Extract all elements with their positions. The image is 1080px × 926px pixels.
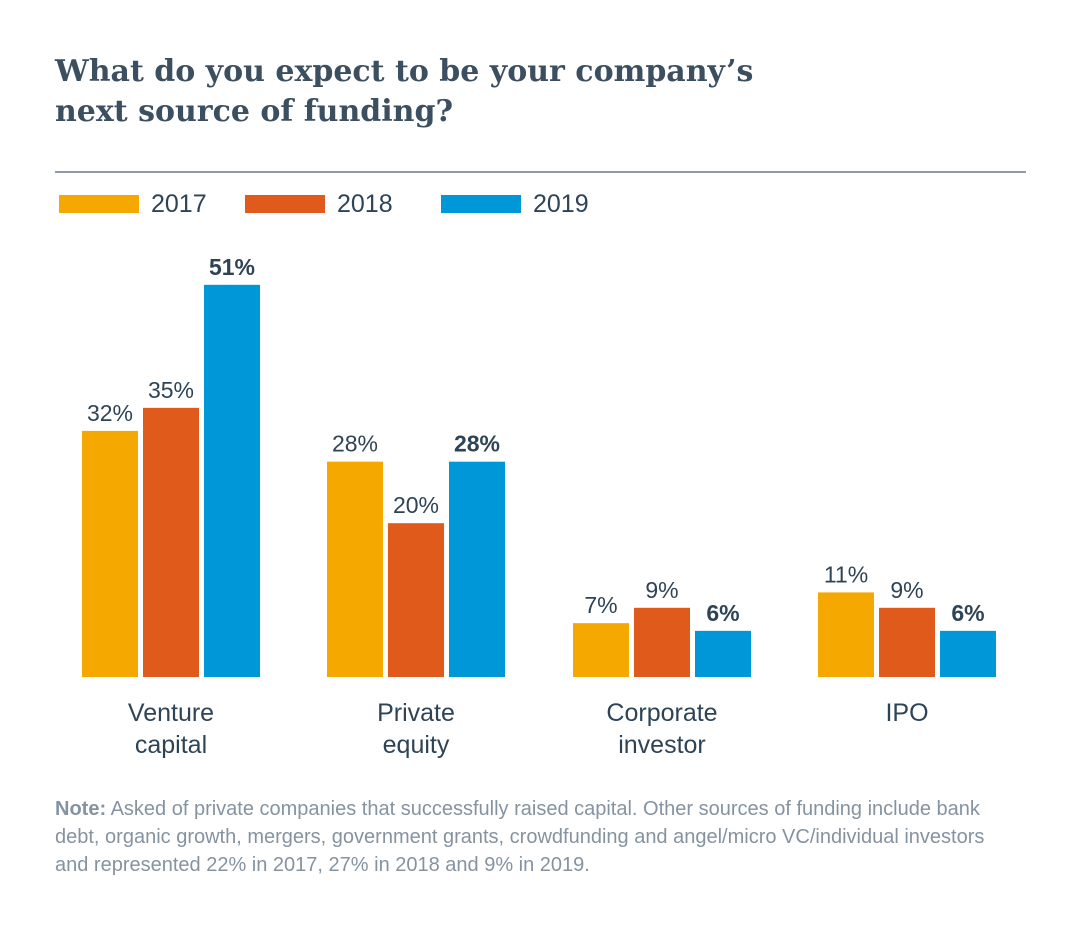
bar-ipo-2017 bbox=[818, 592, 874, 677]
bar-private-equity-2018 bbox=[388, 523, 444, 677]
bar-venture-capital-2019 bbox=[204, 284, 260, 677]
data-label-venture-capital-2019: 51% bbox=[209, 254, 255, 280]
data-label-private-equity-2017: 28% bbox=[332, 431, 378, 457]
legend-label-2017: 2017 bbox=[151, 190, 207, 218]
bar-private-equity-2017 bbox=[327, 461, 383, 677]
legend-swatch-2019 bbox=[441, 195, 521, 213]
legend-swatch-2017 bbox=[59, 195, 139, 213]
bar-chart: 32% 35% 51% Venture capital 28% 20% 28% Private e… bbox=[82, 254, 996, 759]
chart-title-line-2: next source of funding? bbox=[55, 94, 454, 129]
footnote: Note: Asked of private companies that su… bbox=[55, 795, 1015, 879]
category-label-corporate-investor-line-1: Corporate bbox=[606, 699, 717, 727]
data-label-corporate-investor-2017: 7% bbox=[584, 592, 617, 618]
bar-ipo-2018 bbox=[879, 607, 935, 677]
bar-corporate-investor-2018 bbox=[634, 607, 690, 677]
data-label-private-equity-2019: 28% bbox=[454, 431, 500, 457]
data-label-venture-capital-2017: 32% bbox=[87, 400, 133, 426]
bar-ipo-2019 bbox=[940, 630, 996, 677]
data-label-venture-capital-2018: 35% bbox=[148, 377, 194, 403]
title-divider bbox=[55, 171, 1026, 173]
legend-label-2019: 2019 bbox=[533, 190, 589, 218]
chart-title: What do you expect to be your company’s … bbox=[55, 52, 955, 132]
footnote-text: Asked of private companies that successf… bbox=[55, 798, 985, 876]
data-label-private-equity-2018: 20% bbox=[393, 492, 439, 518]
data-label-ipo-2019: 6% bbox=[951, 600, 984, 626]
category-label-ipo: IPO bbox=[885, 699, 928, 727]
category-label-venture-capital-line-1: Venture bbox=[128, 699, 214, 727]
category-label-private-equity-line-1: Private bbox=[377, 699, 455, 727]
legend-label-2018: 2018 bbox=[337, 190, 393, 218]
data-label-corporate-investor-2018: 9% bbox=[645, 577, 678, 603]
footnote-label: Note: bbox=[55, 798, 107, 820]
category-label-venture-capital-line-2: capital bbox=[135, 731, 207, 759]
category-label-corporate-investor-line-2: investor bbox=[618, 731, 706, 759]
bar-corporate-investor-2017 bbox=[573, 623, 629, 677]
data-label-corporate-investor-2019: 6% bbox=[706, 600, 739, 626]
chart-title-line-1: What do you expect to be your company’s bbox=[55, 54, 754, 89]
data-label-ipo-2018: 9% bbox=[890, 577, 923, 603]
bar-venture-capital-2018 bbox=[143, 407, 199, 677]
legend-swatch-2018 bbox=[245, 195, 325, 213]
bar-private-equity-2019 bbox=[449, 461, 505, 677]
bar-corporate-investor-2019 bbox=[695, 630, 751, 677]
data-label-ipo-2017: 11% bbox=[824, 561, 868, 587]
bar-venture-capital-2017 bbox=[82, 430, 138, 677]
category-label-private-equity-line-2: equity bbox=[383, 731, 450, 759]
